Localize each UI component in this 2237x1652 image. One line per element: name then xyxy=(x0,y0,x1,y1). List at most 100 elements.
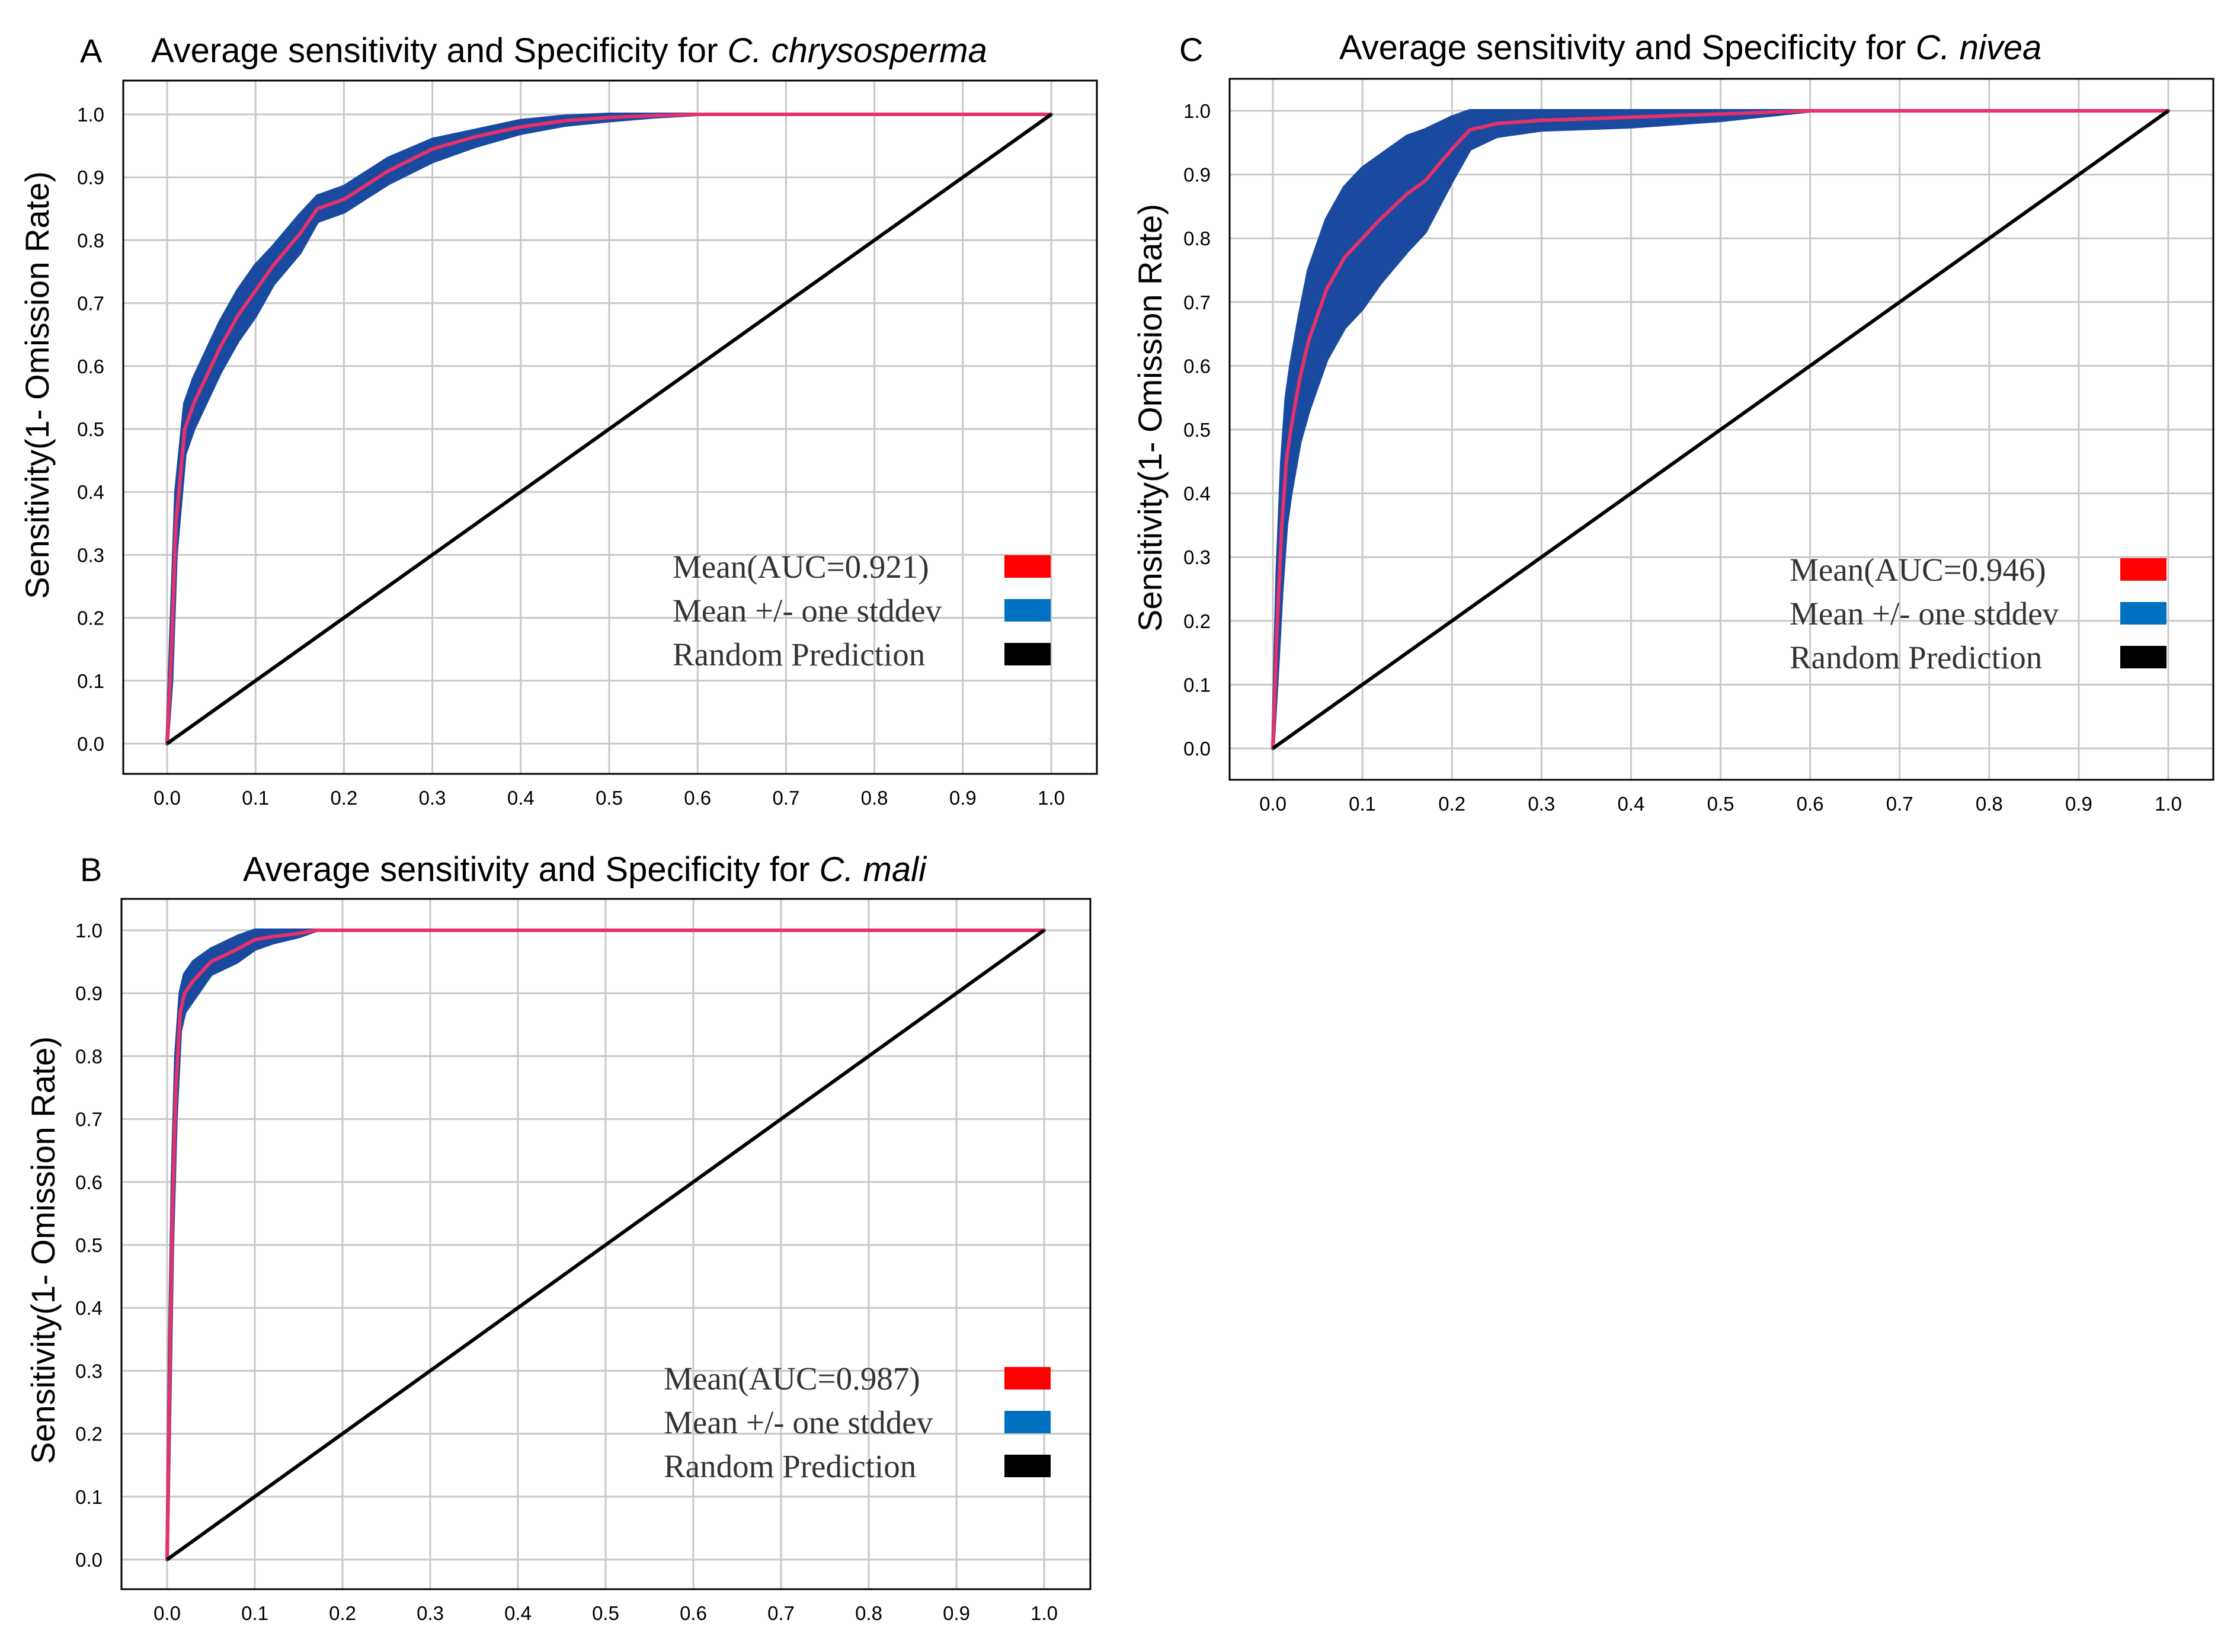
x-tick-label: 0.4 xyxy=(507,787,535,809)
legend-swatch xyxy=(1004,1455,1051,1477)
plot-frame xyxy=(122,79,1098,775)
x-tick-label: 0.5 xyxy=(596,787,623,809)
y-tick-label: 0.5 xyxy=(1183,419,1211,441)
y-axis-label: Sensitivity(1- Omission Rate) xyxy=(1131,204,1169,632)
random-prediction-line xyxy=(166,929,1045,1561)
y-tick-label: 0.9 xyxy=(75,982,103,1004)
y-tick-label: 0.4 xyxy=(1183,483,1211,505)
y-axis-label: Sensitivity(1- Omission Rate) xyxy=(18,171,56,599)
y-tick-label: 0.2 xyxy=(1183,610,1211,632)
random-prediction-line xyxy=(166,113,1052,745)
legend-label: Mean(AUC=0.921) xyxy=(673,549,929,585)
chart-title: Average sensitivity and Specificity for … xyxy=(243,850,927,889)
y-tick-label: 0.1 xyxy=(77,670,104,692)
y-tick-label: 0.0 xyxy=(1183,738,1211,760)
panel-b: 0.0 0.1 0.2 0.3 0.4 0.5 0.6 0.7 0.8 0.9 1.0 0.0 0.1 0… xyxy=(24,850,1092,1624)
y-tick-label: 0.3 xyxy=(77,544,104,566)
y-tick-label: 0.6 xyxy=(1183,355,1211,377)
x-tick-label: 0.2 xyxy=(329,1602,356,1624)
panel-a: 0.0 0.1 0.2 0.3 0.4 0.5 0.6 0.7 0.8 0.9 1.0 0.0 0.1 0… xyxy=(18,31,1098,809)
title-species: C. nivea xyxy=(1916,28,2042,67)
x-tick-label: 0.7 xyxy=(1886,793,1913,815)
x-tick-label: 0.7 xyxy=(767,1602,795,1624)
x-tick-label: 0.5 xyxy=(1707,793,1734,815)
y-tick-label: 0.8 xyxy=(1183,228,1211,249)
x-tick-label: 0.3 xyxy=(417,1602,444,1624)
panel-letter: C xyxy=(1179,31,1203,68)
x-tick-label: 0.4 xyxy=(1617,793,1644,815)
y-tick-label: 0.8 xyxy=(77,229,104,251)
panel-letter: A xyxy=(80,32,103,69)
x-tick-label: 0.1 xyxy=(241,1602,268,1624)
legend-label: Mean +/- one stddev xyxy=(1790,596,2059,632)
random-prediction-line xyxy=(1272,109,2169,750)
legend-swatch xyxy=(2120,602,2166,625)
plot-frame xyxy=(120,898,1092,1590)
x-tick-label: 0.8 xyxy=(861,787,888,809)
y-tick-label: 0.7 xyxy=(1183,292,1211,313)
chart-title: Average sensitivity and Specificity for … xyxy=(151,31,987,70)
y-tick-label: 0.8 xyxy=(75,1045,103,1067)
x-tick-label: 0.7 xyxy=(772,787,799,809)
y-tick-label: 0.6 xyxy=(77,356,104,377)
x-tick-label: 0.2 xyxy=(1438,793,1465,815)
y-tick-label: 0.5 xyxy=(75,1234,103,1256)
x-tick-label: 1.0 xyxy=(1038,787,1065,809)
y-tick-label: 0.4 xyxy=(75,1297,103,1319)
title-prefix: Average sensitivity and Specificity for xyxy=(151,31,728,70)
x-tick-label: 0.0 xyxy=(1259,793,1286,815)
legend-swatch xyxy=(2120,558,2166,581)
x-tick-label: 1.0 xyxy=(1031,1602,1058,1624)
x-tick-label: 0.4 xyxy=(504,1602,532,1624)
y-tick-label: 0.7 xyxy=(75,1109,103,1131)
y-tick-label: 0.6 xyxy=(75,1171,103,1193)
y-tick-label: 0.7 xyxy=(77,293,104,315)
y-tick-label: 0.3 xyxy=(1183,546,1211,568)
y-tick-label: 0.4 xyxy=(77,481,104,503)
x-tick-label: 0.1 xyxy=(242,787,269,809)
legend-label: Random Prediction xyxy=(673,636,925,673)
mean-roc-line xyxy=(1271,109,2168,749)
panel-letter: B xyxy=(80,851,102,888)
mean-roc-line xyxy=(165,113,1051,744)
legend-swatch xyxy=(1004,599,1051,622)
x-tick-label: 0.6 xyxy=(684,787,711,809)
x-tick-label: 0.0 xyxy=(153,787,181,809)
x-tick-label: 0.3 xyxy=(1528,793,1555,815)
title-species: C. chrysosperma xyxy=(728,31,987,70)
chart-title: Average sensitivity and Specificity for … xyxy=(1339,28,2041,67)
legend-swatch xyxy=(1004,1411,1051,1433)
y-tick-label: 0.1 xyxy=(1183,674,1211,696)
y-tick-label: 0.5 xyxy=(77,418,104,440)
legend-swatch xyxy=(1004,1367,1051,1390)
y-tick-label: 0.2 xyxy=(77,607,104,629)
y-tick-label: 0.0 xyxy=(75,1549,103,1571)
legend-swatch xyxy=(1004,555,1051,578)
panel-c: 0.0 0.1 0.2 0.3 0.4 0.5 0.6 0.7 0.8 0.9 1.0 0.0 0.1 0… xyxy=(1131,28,2214,815)
x-tick-label: 0.1 xyxy=(1349,793,1376,815)
y-tick-label: 0.2 xyxy=(75,1423,103,1445)
y-tick-label: 0.9 xyxy=(77,167,104,188)
y-tick-label: 1.0 xyxy=(75,920,103,942)
legend-label: Mean +/- one stddev xyxy=(673,593,942,629)
x-tick-label: 0.5 xyxy=(592,1602,619,1624)
plot-frame xyxy=(1228,78,2214,781)
x-tick-label: 0.9 xyxy=(943,1602,970,1624)
x-tick-label: 0.9 xyxy=(949,787,977,809)
y-tick-label: 0.0 xyxy=(77,733,104,755)
y-tick-label: 0.1 xyxy=(75,1486,103,1508)
x-tick-label: 0.6 xyxy=(680,1602,707,1624)
x-tick-label: 0.8 xyxy=(855,1602,882,1624)
legend-label: Random Prediction xyxy=(1790,639,2042,675)
legend-label: Mean +/- one stddev xyxy=(664,1404,933,1440)
x-tick-label: 0.0 xyxy=(153,1602,181,1624)
legend-label: Mean(AUC=0.987) xyxy=(664,1360,920,1397)
legend-swatch xyxy=(1004,643,1051,665)
x-tick-label: 0.8 xyxy=(1976,793,2003,815)
legend-label: Mean(AUC=0.946) xyxy=(1790,552,2046,588)
y-tick-label: 0.3 xyxy=(75,1360,103,1382)
x-tick-label: 0.2 xyxy=(330,787,357,809)
mean-roc-line xyxy=(165,929,1044,1560)
x-tick-label: 0.6 xyxy=(1797,793,1824,815)
